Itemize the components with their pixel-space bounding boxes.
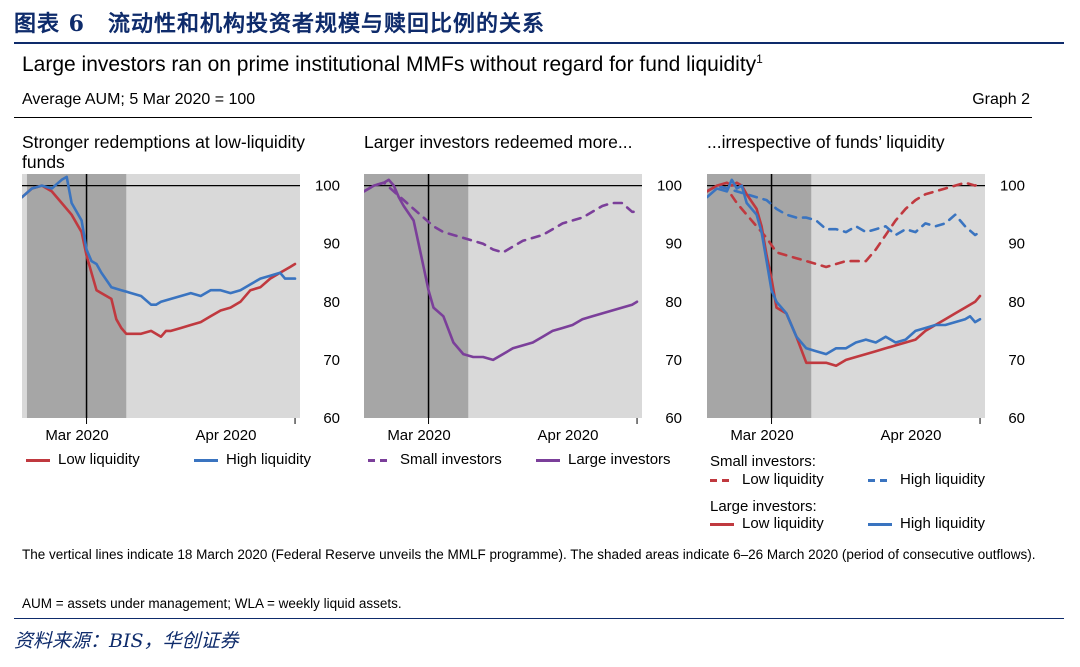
series-line-high-liquidity-1 <box>22 175 297 306</box>
y-tick-label: 60 <box>1008 410 1025 427</box>
x-tick-label: Apr 2020 <box>881 427 942 444</box>
y-tick-label: 90 <box>1008 236 1025 253</box>
x-tick-label: Mar 2020 <box>45 427 108 444</box>
legend-item: Large investors <box>536 451 671 468</box>
y-tick-label: 90 <box>323 236 340 253</box>
panel-3-title: ...irrespective of funds’ liquidity <box>707 132 945 152</box>
figure-label: 图表 6 流动性和机构投资者规模与赎回比例的关系 <box>14 11 545 37</box>
legend-item: Low liquidity <box>710 515 824 532</box>
outflow-shaded-period <box>707 174 812 418</box>
legend-group-heading: Large investors: <box>710 498 817 515</box>
x-tick-label: Mar 2020 <box>730 427 793 444</box>
legend-label: Low liquidity <box>742 471 824 488</box>
x-tick-label: Mar 2020 <box>387 427 450 444</box>
subtitle-rule <box>14 117 1032 118</box>
legend-item: High liquidity <box>194 451 311 468</box>
footnote-abbreviations: AUM = assets under management; WLA = wee… <box>22 596 402 611</box>
series-line-high-liquidity-3 <box>707 178 982 356</box>
y-tick-label: 80 <box>1008 294 1025 311</box>
chart-main-title: Large investors ran on prime institution… <box>22 52 763 77</box>
legend-item: High liquidity <box>868 471 985 488</box>
y-tick-label: 100 <box>1000 178 1025 195</box>
legend-label: High liquidity <box>900 471 986 488</box>
legend-swatch <box>710 478 734 482</box>
legend-item: Low liquidity <box>710 471 824 488</box>
panel-2-chart: 60 70 80 90 100 Mar 2020 Apr 2020 <box>364 174 682 444</box>
series-line-low-liquidity-0 <box>22 184 297 338</box>
legend-label: Large investors <box>568 451 671 468</box>
y-tick-label: 70 <box>665 352 682 369</box>
legend-swatch <box>868 478 892 482</box>
legend-item: Low liquidity <box>26 451 140 468</box>
y-tick-label: 60 <box>323 410 340 427</box>
top-rule <box>14 42 1064 44</box>
legend-label: High liquidity <box>900 515 986 532</box>
series-line-large-investors-1 <box>364 178 639 362</box>
series-line-high-liquidity-1 <box>707 184 982 237</box>
panel-1-title: Stronger redemptions at low-liquidity fu… <box>22 132 306 172</box>
legend-swatch <box>868 522 892 526</box>
main-title-text: Large investors ran on prime institution… <box>22 53 757 76</box>
legend-label: Low liquidity <box>742 515 824 532</box>
legend-item: High liquidity <box>868 515 985 532</box>
legend-swatch <box>368 458 392 462</box>
series-line-low-liquidity-0 <box>707 181 982 269</box>
footnote-periods: The vertical lines indicate 18 March 202… <box>22 547 1036 562</box>
y-tick-label: 80 <box>323 294 340 311</box>
legend-item: Small investors <box>368 451 502 468</box>
outflow-shaded-period <box>364 174 469 418</box>
x-tick-label: Apr 2020 <box>196 427 257 444</box>
panel-3-chart: 60 70 80 90 100 Mar 2020 Apr 2020 <box>707 174 1025 444</box>
legend-swatch <box>536 458 560 462</box>
legend-swatch <box>26 458 50 462</box>
y-tick-label: 70 <box>323 352 340 369</box>
graph-label: Graph 2 <box>972 91 1030 108</box>
y-tick-label: 80 <box>665 294 682 311</box>
x-tick-label: Apr 2020 <box>538 427 599 444</box>
bottom-rule <box>14 618 1064 619</box>
panel-2-title: Larger investors redeemed more... <box>364 132 633 152</box>
y-tick-label: 100 <box>315 178 340 195</box>
legend-swatch <box>194 458 218 462</box>
y-tick-label: 90 <box>665 236 682 253</box>
title-footnote-mark: 1 <box>756 52 763 66</box>
y-tick-label: 100 <box>657 178 682 195</box>
y-tick-label: 70 <box>1008 352 1025 369</box>
y-tick-label: 60 <box>665 410 682 427</box>
legend-swatch <box>710 522 734 526</box>
source-line: 资料来源：BIS，华创证券 <box>14 630 239 652</box>
legend-label: High liquidity <box>226 451 312 468</box>
panel-1-chart: 60 70 80 90 100 Mar 2020 Apr 2020 <box>22 174 340 444</box>
legend-label: Small investors <box>400 451 502 468</box>
legend-label: Low liquidity <box>58 451 140 468</box>
chart-subtitle: Average AUM; 5 Mar 2020 = 100 <box>22 91 256 108</box>
outflow-shaded-period <box>26 174 127 418</box>
legend-group-heading: Small investors: <box>710 453 816 470</box>
